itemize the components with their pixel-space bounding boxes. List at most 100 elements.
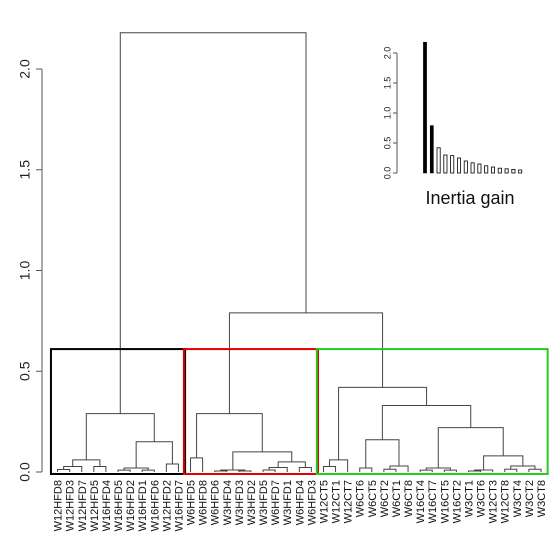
- leaf-label: W6HFD7: [270, 480, 282, 525]
- inset-y-tick-label: 1.5: [382, 77, 392, 90]
- inertia-bar: [436, 147, 441, 174]
- leaf-label: W3HFD4: [222, 480, 234, 525]
- dendrogram-link: [119, 32, 307, 414]
- dendrogram-link: [196, 413, 263, 458]
- leaf-label: W16HFD1: [137, 480, 149, 531]
- inertia-bar: [463, 160, 468, 174]
- inertia-bar: [504, 168, 509, 174]
- dendrogram-link: [437, 427, 504, 468]
- dendrogram-link: [238, 470, 252, 472]
- dendrogram-link: [359, 467, 373, 472]
- leaf-label: W6CT8: [403, 480, 415, 517]
- cluster-box: [315, 348, 549, 475]
- dendrogram-link: [141, 469, 155, 472]
- leaf-label: W6HFD4: [294, 480, 306, 525]
- inertia-bar: [470, 162, 475, 174]
- leaf-label: W3CT2: [524, 480, 536, 517]
- inertia-bar: [450, 155, 455, 174]
- inertia-bar: [429, 125, 434, 174]
- leaf-label: W3HFD3: [234, 480, 246, 525]
- dendrogram-link: [117, 469, 131, 472]
- leaf-label: W3CT4: [512, 480, 524, 517]
- dendrogram-link: [504, 468, 518, 472]
- inset-y-tick-label: 0.0: [382, 167, 392, 180]
- leaf-label: W16CT5: [439, 480, 451, 523]
- leaf-label: W16CT7: [427, 480, 439, 523]
- inertia-gain-inset: 0.0 0.5 1.0 1.5 2.0 Inertia gain: [382, 41, 523, 208]
- leaf-label: W12HFD7: [77, 480, 89, 531]
- leaf-label: W3CT6: [476, 480, 488, 517]
- leaf-label: W12HFD8: [53, 480, 65, 531]
- dendrogram-link: [298, 466, 312, 472]
- dendrogram-link: [322, 466, 337, 472]
- dendrogram-y-axis: 0.0 0.5 1.0 1.5 2.0: [17, 59, 43, 482]
- dendrogram-link: [57, 469, 71, 472]
- inertia-bar: [456, 157, 461, 174]
- y-tick-label: 1.0: [17, 261, 33, 281]
- dendrogram-tree: [57, 32, 542, 472]
- inertia-bar: [484, 165, 489, 174]
- leaf-label: W3HFD1: [282, 480, 294, 525]
- leaf-label: W6HFD3: [306, 480, 318, 525]
- dendrogram-link: [190, 457, 204, 472]
- dendrogram-link: [443, 469, 457, 472]
- leaf-label: W12HFD3: [65, 480, 77, 531]
- leaf-label: W6CT2: [379, 480, 391, 517]
- leaf-label: W12CT5: [318, 480, 330, 523]
- dendrogram-link: [381, 405, 472, 440]
- inertia-bar: [511, 168, 516, 174]
- dendrogram-link: [214, 470, 228, 472]
- leaf-label: W6HFD8: [198, 480, 210, 525]
- dendrogram-link: [365, 439, 400, 468]
- leaf-label: W12CT8: [500, 480, 512, 523]
- inertia-bar: [497, 167, 502, 174]
- dendrogram-link: [85, 413, 155, 460]
- leaf-label: W16HFD4: [101, 480, 113, 531]
- inertia-bar: [423, 41, 427, 174]
- dendrogram-link: [72, 459, 101, 467]
- cluster-box: [182, 348, 320, 475]
- dendrogram-link: [165, 463, 179, 472]
- inset-caption: Inertia gain: [425, 188, 514, 208]
- leaf-label: W3HFD2: [246, 480, 258, 525]
- y-tick-label: 0.5: [17, 361, 33, 381]
- inertia-bar: [443, 154, 448, 174]
- dendrogram-link: [419, 469, 433, 472]
- leaf-label: W12HFD5: [89, 480, 101, 531]
- leaf-label: W16HFD7: [173, 480, 185, 531]
- inertia-bar: [477, 163, 482, 174]
- leaf-label: W3CT1: [463, 480, 475, 517]
- leaf-label: W16HFD2: [125, 480, 137, 531]
- dendrogram-link: [467, 470, 482, 472]
- leaf-label: W6CT1: [391, 480, 403, 517]
- leaf-label: W6CT5: [367, 480, 379, 517]
- dendrogram-link: [383, 468, 397, 472]
- leaf-label: W6HFD5: [186, 480, 198, 525]
- dendrogram-link: [262, 469, 276, 472]
- y-tick-label: 2.0: [17, 59, 33, 79]
- dendrogram-link: [93, 466, 107, 472]
- leaf-label: W12HFD2: [161, 480, 173, 531]
- leaf-label: W12CT7: [343, 480, 355, 523]
- inset-y-tick-label: 1.0: [382, 107, 392, 120]
- inset-y-tick-label: 2.0: [382, 47, 392, 60]
- y-tick-label: 0.0: [17, 462, 33, 482]
- dendrogram-link: [528, 468, 542, 472]
- leaf-label: W12CT3: [488, 480, 500, 523]
- dendrogram-leaf-labels: W12HFD8 W12HFD3 W12HFD7 W12HFD5 W16HFD4 W16HF…: [53, 480, 548, 531]
- dendrogram-link: [228, 312, 384, 414]
- leaf-label: W3CT8: [536, 480, 548, 517]
- cluster-box: [49, 348, 187, 475]
- leaf-label: W6CT6: [355, 480, 367, 517]
- dendrogram-link: [329, 459, 349, 472]
- leaf-label: W16HFD6: [149, 480, 161, 531]
- dendrogram-link: [483, 455, 524, 470]
- cluster-boxes: [49, 348, 549, 475]
- inset-y-tick-label: 0.5: [382, 137, 392, 150]
- dendrogram-link: [277, 461, 306, 468]
- leaf-label: W16HFD5: [113, 480, 125, 531]
- leaf-label: W12CT1: [331, 480, 343, 523]
- leaf-label: W6HFD6: [210, 480, 222, 525]
- y-tick-label: 1.5: [17, 160, 33, 180]
